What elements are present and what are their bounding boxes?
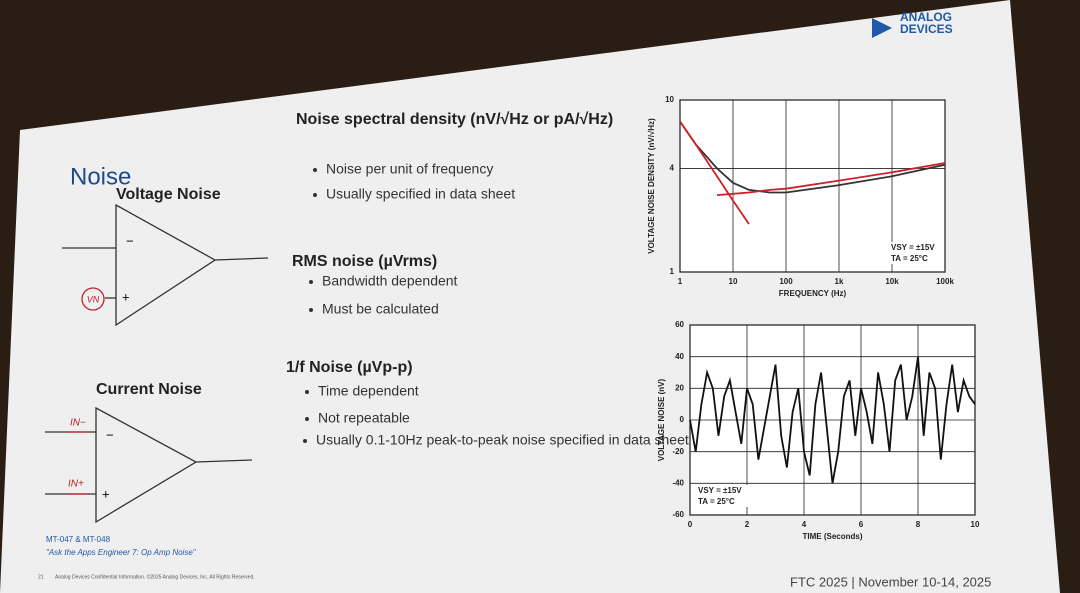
source-label: IN− <box>70 418 86 429</box>
series-line <box>679 120 750 225</box>
logo-text: DEVICES <box>900 22 953 36</box>
subtitle: Current Noise <box>96 381 202 398</box>
pin-label: + <box>102 486 110 501</box>
y-axis-title: VOLTAGE NOISE DENSITY (nV/√Hz) <box>647 118 656 254</box>
bullet: Usually 0.1-10Hz peak-to-peak noise spec… <box>316 432 689 448</box>
y-axis-title: VOLTAGE NOISE (nV) <box>657 378 666 461</box>
annotation: TA = 25°C <box>891 254 928 263</box>
x-axis-title: FREQUENCY (Hz) <box>779 289 847 298</box>
source-label: VN <box>87 294 100 304</box>
pin-label: + <box>122 289 130 304</box>
y-tick-label: -60 <box>672 510 684 519</box>
y-tick-label: 1 <box>670 267 675 276</box>
legal: Analog Devices Confidential Information.… <box>55 573 255 580</box>
y-tick-label: 0 <box>680 415 685 424</box>
x-tick-label: 2 <box>745 520 750 529</box>
series-line <box>716 162 946 196</box>
link[interactable]: "Ask the Apps Engineer 7: Op Amp Noise" <box>46 548 197 557</box>
opamp-current <box>45 406 253 524</box>
annotation-bg <box>889 253 941 264</box>
x-tick-label: 0 <box>688 520 693 529</box>
bullet: Bandwidth dependent <box>322 273 458 289</box>
logo-mark <box>872 18 892 38</box>
source-label: IN+ <box>68 479 84 490</box>
y-tick-label: -20 <box>672 447 684 456</box>
y-tick-label: -40 <box>672 478 684 487</box>
section-heading: RMS noise (µVrms) <box>292 253 437 270</box>
annotation: TA = 25°C <box>698 497 735 506</box>
bullet: Time dependent <box>318 383 419 399</box>
page-number: 21 <box>38 574 44 580</box>
annotation-bg <box>696 485 748 496</box>
annotation-bg <box>889 242 941 253</box>
subtitle: Voltage Noise <box>116 186 221 203</box>
bullet: Not repeatable <box>318 410 410 426</box>
section-heading: 1/f Noise (µVp-p) <box>286 359 413 376</box>
annotation-bg <box>696 496 748 507</box>
x-tick-label: 8 <box>916 520 921 529</box>
series-line <box>689 356 976 484</box>
annotation: VSY = ±15V <box>891 243 935 252</box>
y-tick-label: 4 <box>670 164 675 173</box>
y-tick-label: 10 <box>665 95 674 104</box>
pin-label: − <box>106 427 114 442</box>
x-tick-label: 100 <box>779 277 793 286</box>
y-tick-label: 20 <box>675 383 684 392</box>
y-tick-label: 40 <box>675 352 684 361</box>
x-tick-label: 1 <box>678 277 683 286</box>
bullet: Noise per unit of frequency <box>326 161 493 177</box>
bullet-dots <box>303 168 317 443</box>
annotation: VSY = ±15V <box>698 486 742 495</box>
x-tick-label: 100k <box>936 277 954 286</box>
slide-title: Noise <box>70 163 131 190</box>
event: FTC 2025 | November 10-14, 2025 <box>790 574 991 589</box>
x-tick-label: 6 <box>859 520 864 529</box>
opamp-voltage <box>62 203 269 327</box>
x-tick-label: 1k <box>835 277 844 286</box>
x-tick-label: 10 <box>729 277 738 286</box>
logo-text: ANALOG <box>900 10 952 24</box>
link[interactable]: MT-047 & MT-048 <box>46 535 111 544</box>
section-heading: Noise spectral density (nV/√Hz or pA/√Hz… <box>296 111 613 128</box>
x-axis-title: TIME (Seconds) <box>802 532 862 541</box>
bullet: Usually specified in data sheet <box>326 186 515 202</box>
y-tick-label: 60 <box>675 320 684 329</box>
bullet: Must be calculated <box>322 301 439 317</box>
x-tick-label: 10k <box>885 277 899 286</box>
pin-label: − <box>126 233 134 248</box>
x-tick-label: 4 <box>802 520 807 529</box>
x-tick-label: 10 <box>971 520 980 529</box>
